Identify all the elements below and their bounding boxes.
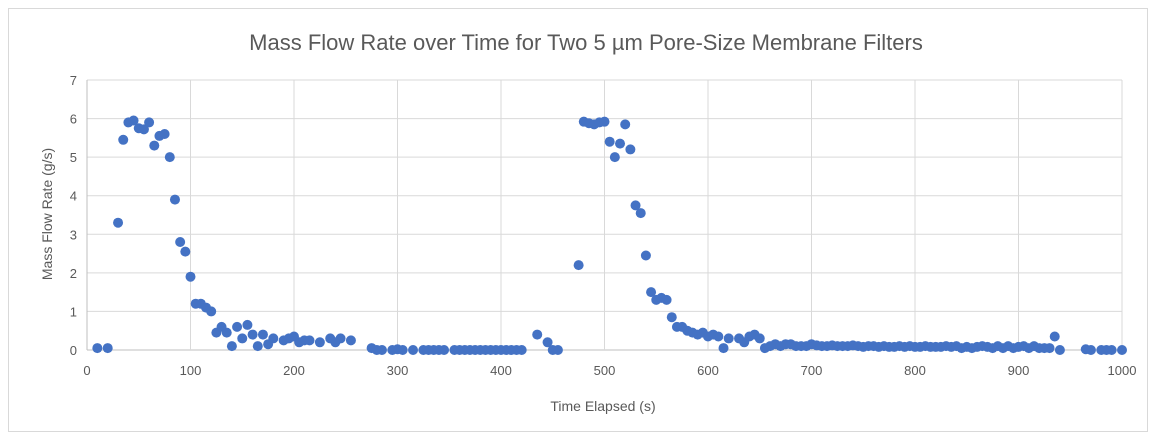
data-point: [532, 329, 543, 340]
y-tick-label: 7: [70, 73, 77, 88]
data-point: [232, 321, 243, 332]
data-point: [1054, 345, 1065, 355]
data-point: [439, 345, 450, 355]
chart-title: Mass Flow Rate over Time for Two 5 µm Po…: [249, 30, 923, 55]
data-point: [345, 335, 356, 346]
data-point: [102, 343, 113, 354]
y-tick-label: 4: [70, 189, 77, 204]
data-point: [625, 144, 636, 155]
y-tick-label: 3: [70, 227, 77, 242]
data-point: [408, 345, 419, 355]
data-point: [754, 333, 765, 344]
data-point: [226, 341, 237, 352]
data-point: [620, 119, 631, 130]
y-tick-label: 1: [70, 304, 77, 319]
data-point: [397, 345, 408, 355]
data-point: [661, 294, 672, 305]
data-point: [144, 117, 155, 128]
x-axis-label: Time Elapsed (s): [550, 398, 655, 414]
data-point: [169, 194, 180, 205]
data-point: [304, 335, 315, 346]
data-point: [149, 140, 160, 151]
data-point: [604, 136, 615, 147]
data-point: [257, 329, 268, 340]
data-point: [237, 333, 248, 344]
x-tick-label: 700: [801, 363, 823, 378]
data-point: [185, 271, 196, 282]
data-point: [599, 116, 610, 127]
x-tick-label: 100: [180, 363, 202, 378]
y-tick-label: 5: [70, 150, 77, 165]
x-tick-label: 600: [697, 363, 719, 378]
data-point: [113, 217, 124, 228]
data-point: [314, 337, 325, 348]
x-tick-label: 400: [490, 363, 512, 378]
data-point: [247, 329, 258, 340]
x-tick-label: 900: [1008, 363, 1030, 378]
data-point: [175, 237, 186, 247]
x-tick-label: 800: [904, 363, 926, 378]
data-point: [1106, 345, 1117, 355]
data-point: [646, 287, 657, 298]
data-point: [92, 343, 103, 354]
x-tick-label: 0: [83, 363, 90, 378]
data-point: [666, 312, 677, 323]
data-point: [640, 250, 651, 261]
data-point: [242, 319, 253, 330]
data-point: [252, 341, 263, 352]
data-point: [180, 246, 191, 257]
data-point: [718, 343, 729, 354]
data-point: [118, 134, 129, 145]
y-tick-label: 0: [70, 343, 77, 358]
data-point: [128, 115, 139, 126]
data-point: [1049, 331, 1060, 342]
data-point: [552, 345, 563, 355]
data-point: [609, 152, 620, 163]
data-point: [335, 333, 346, 344]
data-point: [542, 337, 553, 348]
tick-labels: 0 1 2 3 4 5 6 7 0 100 200 300 400 500 600 700 800 900 1000: [70, 73, 1137, 378]
data-point: [635, 208, 646, 219]
data-point: [615, 138, 626, 149]
data-points: [92, 115, 1127, 355]
data-point: [206, 306, 217, 317]
data-point: [516, 345, 527, 355]
data-point: [164, 152, 175, 163]
y-tick-label: 2: [70, 266, 77, 281]
data-point: [630, 200, 641, 211]
data-point: [723, 333, 734, 344]
data-point: [376, 345, 387, 355]
data-point: [573, 260, 584, 271]
data-point: [138, 124, 149, 135]
data-point: [713, 331, 724, 342]
chart-frame: [8, 8, 1148, 432]
data-point: [221, 327, 232, 338]
data-point: [1044, 343, 1055, 354]
x-tick-label: 200: [283, 363, 305, 378]
data-point: [159, 129, 170, 139]
x-tick-label: 300: [387, 363, 409, 378]
data-point: [268, 333, 279, 344]
data-point: [1085, 345, 1096, 355]
y-tick-label: 6: [70, 112, 77, 127]
y-axis-label: Mass Flow Rate (g/s): [39, 148, 55, 280]
data-point: [1117, 345, 1127, 355]
x-tick-label: 1000: [1108, 363, 1137, 378]
x-tick-label: 500: [594, 363, 616, 378]
